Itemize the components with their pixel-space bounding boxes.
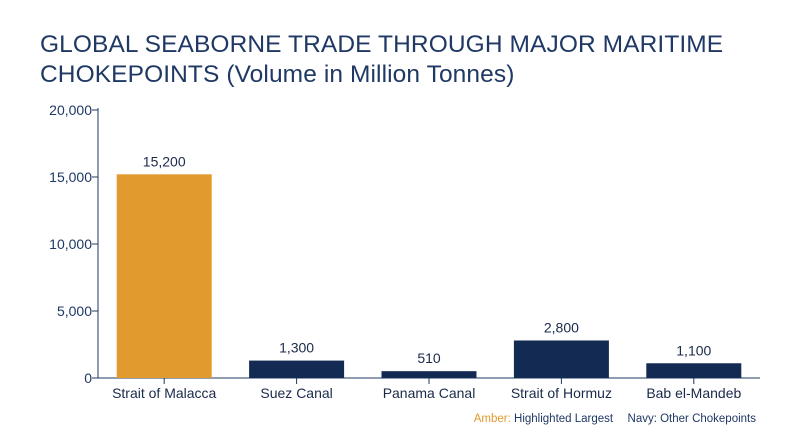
x-tick-label: Strait of Hormuz bbox=[511, 385, 612, 401]
bar-value-label: 15,200 bbox=[143, 153, 186, 169]
legend: Amber: Highlighted Largest Navy: Other C… bbox=[474, 413, 756, 425]
y-tick-label: 20,000 bbox=[49, 102, 92, 118]
bar-4 bbox=[646, 363, 742, 378]
bar-3 bbox=[513, 340, 609, 378]
x-tick-label: Panama Canal bbox=[383, 385, 476, 401]
bar-2 bbox=[381, 371, 477, 378]
x-tick-label: Bab el-Mandeb bbox=[646, 385, 741, 401]
y-tick-label: 0 bbox=[84, 370, 92, 386]
bar-value-label: 2,800 bbox=[544, 319, 579, 335]
bar-value-label: 510 bbox=[417, 350, 441, 366]
y-tick-label: 15,000 bbox=[49, 169, 92, 185]
bar-0 bbox=[116, 174, 212, 378]
legend-other-text: Navy: Other Chokepoints bbox=[627, 413, 756, 425]
y-tick-label: 5,000 bbox=[57, 303, 92, 319]
bar-1 bbox=[249, 360, 345, 378]
x-tick-label: Strait of Malacca bbox=[112, 385, 216, 401]
legend-highlight-text: Highlighted Largest bbox=[514, 413, 614, 425]
legend-highlight-label: Amber: bbox=[473, 413, 511, 425]
bar-value-label: 1,300 bbox=[279, 340, 314, 356]
x-tick-label: Suez Canal bbox=[260, 385, 332, 401]
y-tick-label: 10,000 bbox=[49, 236, 92, 252]
bar-value-label: 1,100 bbox=[676, 342, 711, 358]
chart-title: GLOBAL SEABORNE TRADE THROUGH MAJOR MARI… bbox=[40, 31, 724, 88]
